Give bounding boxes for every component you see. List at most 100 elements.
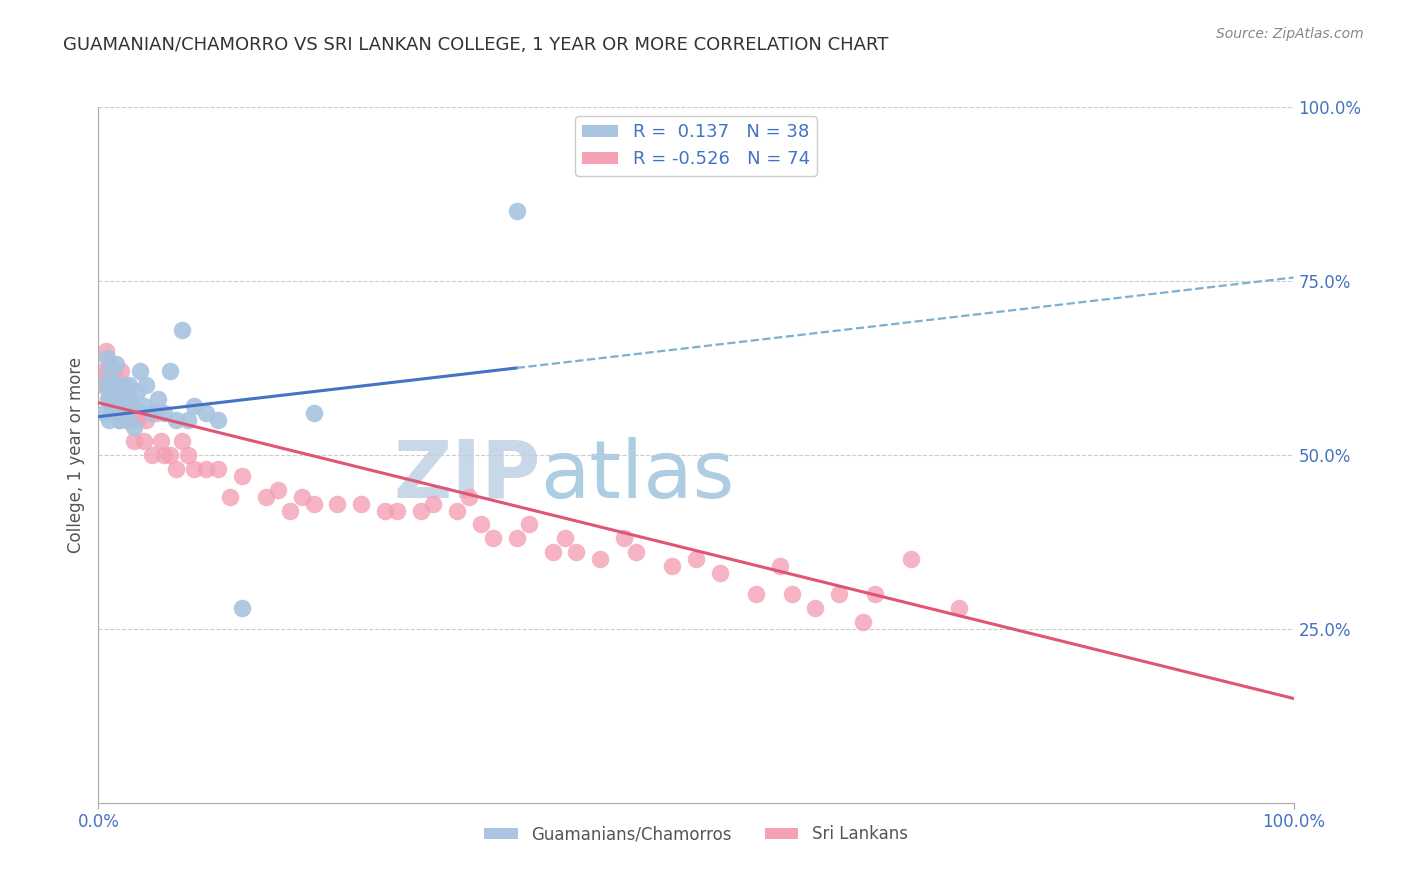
Point [111,392,134,407]
Point [685,552,707,566]
Point [254,490,277,504]
Point [481,532,505,546]
Point [219,490,242,504]
Point [177,448,200,462]
Point [114,378,136,392]
Point [117,413,139,427]
Point [94,378,117,392]
Point [108,399,131,413]
Text: ZIP: ZIP [394,437,541,515]
Point [148,392,170,407]
Point [195,406,218,420]
Point [96,351,118,365]
Point [101,378,124,392]
Point [302,497,325,511]
Point [183,462,205,476]
Point [98,364,122,378]
Point [183,399,205,413]
Point [114,406,136,420]
Text: GUAMANIAN/CHAMORRO VS SRI LANKAN COLLEGE, 1 YEAR OR MORE CORRELATION CHART: GUAMANIAN/CHAMORRO VS SRI LANKAN COLLEGE… [63,36,889,54]
Point [132,434,155,448]
Point [661,559,683,574]
Point [105,378,128,392]
Point [446,503,468,517]
Point [135,413,157,427]
Text: atlas: atlas [541,437,735,515]
Point [207,413,229,427]
Point [101,378,124,392]
Point [267,483,290,497]
Point [506,204,529,219]
Point [149,434,172,448]
Point [107,413,129,427]
Point [780,587,803,601]
Point [291,490,314,504]
Point [554,532,576,546]
Point [422,497,444,511]
Point [470,517,492,532]
Point [129,406,152,420]
Point [121,406,143,420]
Point [153,448,176,462]
Point [804,601,827,615]
Point [195,462,218,476]
Point [107,392,129,407]
Point [129,364,152,378]
Text: Source: ZipAtlas.com: Source: ZipAtlas.com [1216,27,1364,41]
Point [141,448,163,462]
Point [103,364,125,378]
Point [141,406,163,420]
Point [828,587,851,601]
Point [96,378,118,392]
Point [118,392,141,407]
Point [165,462,187,476]
Point [91,378,114,392]
Point [565,545,588,559]
Point [98,392,121,407]
Point [302,406,325,420]
Point [626,545,648,559]
Point [110,364,132,378]
Point [145,406,167,420]
Point [132,399,155,413]
Point [231,601,253,615]
Point [374,503,396,517]
Point [172,323,194,337]
Point [385,503,409,517]
Point [207,462,229,476]
Point [172,434,194,448]
Point [948,601,970,615]
Point [177,413,200,427]
Point [900,552,922,566]
Point [411,503,433,517]
Point [613,532,636,546]
Point [98,413,121,427]
Point [108,378,131,392]
Point [115,385,138,400]
Point [104,392,127,407]
Point [93,406,115,420]
Point [458,490,481,504]
Point [541,545,564,559]
Point [124,434,146,448]
Point [165,413,187,427]
Point [159,364,181,378]
Point [745,587,768,601]
Point [231,468,253,483]
Point [278,503,301,517]
Point [115,413,138,427]
Point [107,413,129,427]
Point [97,364,120,378]
Point [852,615,875,629]
Point [94,343,117,358]
Point [105,358,128,372]
Point [517,517,540,532]
Point [768,559,790,574]
Point [125,385,148,400]
Point [135,378,157,392]
Point [350,497,373,511]
Point [865,587,887,601]
Point [589,552,612,566]
Point [121,399,143,413]
Point [326,497,349,511]
